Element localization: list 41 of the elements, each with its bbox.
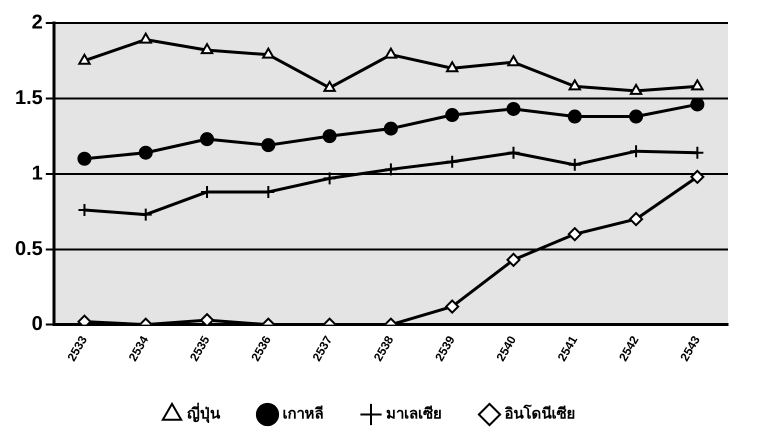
point (384, 122, 398, 136)
point (568, 227, 582, 242)
point (384, 162, 398, 176)
legend-label: เกาหลี (282, 406, 324, 423)
point (446, 61, 458, 72)
point (629, 212, 644, 226)
point (445, 154, 460, 169)
point (261, 138, 276, 152)
point (629, 110, 644, 124)
point (322, 171, 337, 186)
point (507, 55, 520, 66)
point (630, 84, 642, 95)
legend-label: มาเลเซีย (386, 406, 442, 423)
point (323, 80, 336, 92)
point (262, 48, 275, 59)
point (445, 108, 460, 122)
point (445, 300, 460, 314)
legend-label: อินโดนีเซีย (504, 404, 576, 423)
y-tick-label: 1.5 (14, 86, 43, 109)
y-tick-label: 1 (32, 162, 43, 184)
point (138, 146, 153, 160)
point (77, 152, 92, 166)
point (568, 110, 582, 124)
point (78, 54, 91, 65)
point (384, 48, 398, 59)
point (568, 158, 582, 172)
point (691, 79, 704, 90)
legend-label: ญี่ปุ่น (187, 402, 221, 424)
point (506, 252, 520, 267)
point (200, 132, 214, 146)
y-tick-label: 0 (32, 313, 43, 336)
y-tick-label: 2 (32, 12, 43, 34)
point (568, 79, 581, 90)
point (506, 102, 520, 116)
point (690, 170, 704, 184)
point (138, 208, 153, 222)
point (322, 129, 337, 144)
point (506, 146, 520, 160)
point (200, 43, 214, 54)
point (140, 32, 152, 44)
y-tick-label: 0.5 (14, 238, 43, 260)
